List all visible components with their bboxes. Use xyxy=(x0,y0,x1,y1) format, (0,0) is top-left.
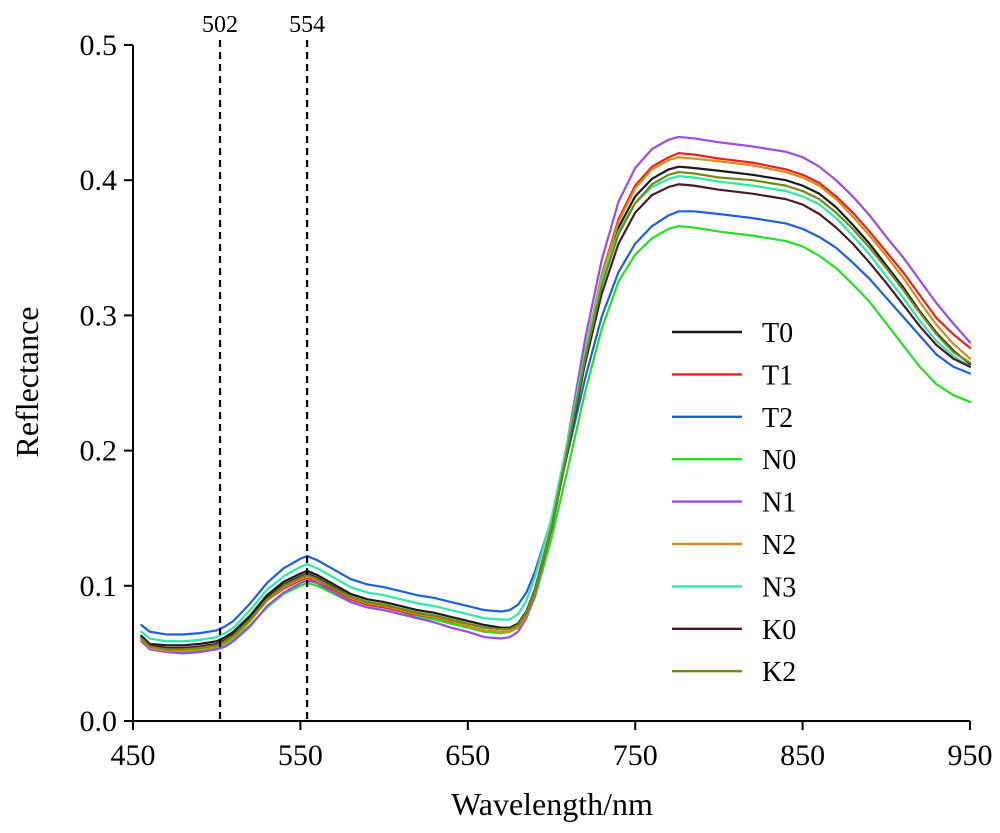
y-axis-title: Reflectance xyxy=(9,307,45,458)
x-tick-label: 450 xyxy=(111,739,156,772)
series-line-N0 xyxy=(140,225,972,654)
legend-label: N0 xyxy=(762,445,796,476)
legend: T0 T1 T2 N0 N1 N2 N3 K0 K2 xyxy=(672,318,796,688)
legend-item-N1: N1 xyxy=(672,488,796,519)
legend-item-N0: N0 xyxy=(672,445,796,476)
legend-label: T0 xyxy=(762,318,793,349)
x-tick-label: 850 xyxy=(780,739,825,772)
y-tick-label: 0.0 xyxy=(80,705,118,738)
legend-label: N1 xyxy=(762,488,796,519)
series-line-N3 xyxy=(140,175,972,643)
legend-label: N2 xyxy=(762,530,796,561)
legend-item-K0: K0 xyxy=(672,615,796,646)
y-tick-label: 0.4 xyxy=(80,164,118,197)
legend-label: N3 xyxy=(762,572,796,603)
x-tick-label: 750 xyxy=(613,739,658,772)
legend-item-N2: N2 xyxy=(672,530,796,561)
reference-line-label-502: 502 xyxy=(202,12,238,38)
legend-item-K2: K2 xyxy=(672,657,796,688)
y-tick-label: 0.1 xyxy=(80,570,118,603)
x-tick-label: 550 xyxy=(278,739,323,772)
legend-label: T2 xyxy=(762,403,793,434)
series-line-K2 xyxy=(140,170,972,651)
x-axis-title: Wavelength/nm xyxy=(451,786,653,822)
x-tick-label: 650 xyxy=(445,739,490,772)
series-lines xyxy=(140,135,972,655)
y-tick-label: 0.3 xyxy=(80,299,118,332)
legend-item-T1: T1 xyxy=(672,360,793,391)
series-line-N1 xyxy=(140,135,972,655)
series-line-N2 xyxy=(140,156,972,652)
y-tick-label: 0.2 xyxy=(80,435,118,468)
legend-label: K2 xyxy=(762,657,796,688)
legend-item-T0: T0 xyxy=(672,318,793,349)
series-line-T0 xyxy=(140,165,972,647)
legend-label: K0 xyxy=(762,615,796,646)
axes: 0.0 0.1 0.2 0.3 0.4 0.5 450 550 650 750 850 950 xyxy=(80,29,993,772)
legend-item-T2: T2 xyxy=(672,403,793,434)
y-tick-label: 0.5 xyxy=(80,29,118,62)
series-line-T2 xyxy=(140,210,972,636)
legend-item-N3: N3 xyxy=(672,572,796,603)
x-tick-label: 950 xyxy=(948,739,993,772)
legend-label: T1 xyxy=(762,360,793,391)
series-line-K0 xyxy=(140,183,972,650)
reference-line-label-554: 554 xyxy=(289,12,325,38)
reference-lines: 502 554 xyxy=(202,12,325,721)
